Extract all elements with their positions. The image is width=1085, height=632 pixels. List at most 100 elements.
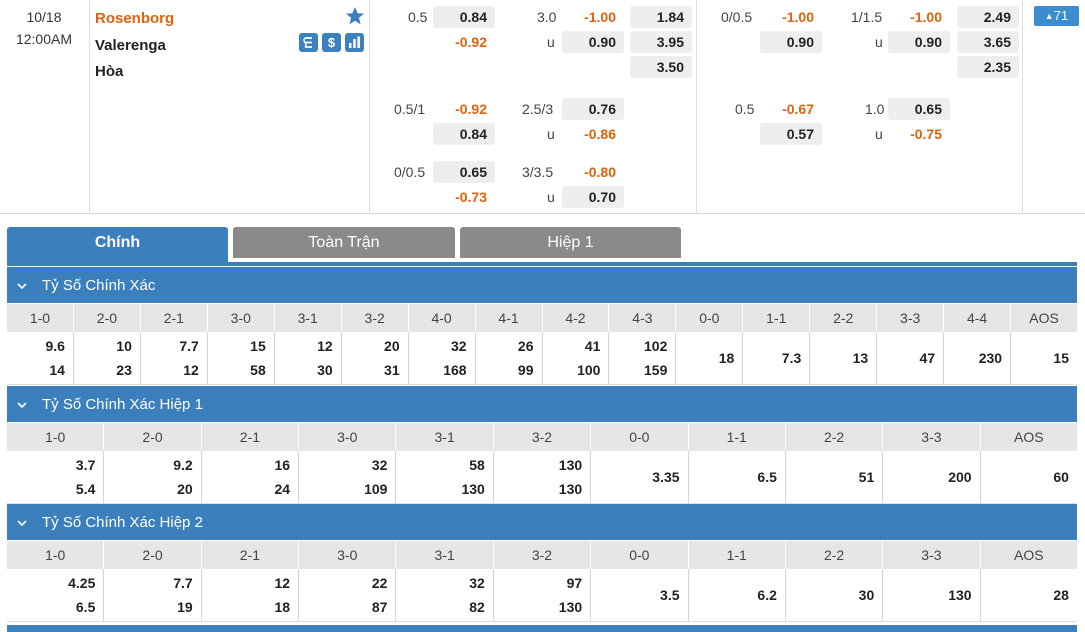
h1-draw-odd[interactable]: 2.35 bbox=[957, 56, 1019, 78]
away-score-odd[interactable]: 20 bbox=[177, 481, 193, 497]
ou-over-odd[interactable]: -0.80 bbox=[584, 164, 616, 180]
draw-score-odd[interactable]: 6.2 bbox=[757, 587, 777, 603]
ah-home-odd[interactable]: -0.92 bbox=[455, 101, 487, 117]
score-odds-cell[interactable]: 9.2 20 bbox=[104, 451, 202, 503]
home-win-odd[interactable]: 1.84 bbox=[630, 6, 692, 28]
ou-over-odd[interactable]: 0.76 bbox=[562, 98, 624, 120]
score-odds-cell[interactable]: 10 23 bbox=[74, 332, 141, 384]
score-odds-cell[interactable]: 26 99 bbox=[476, 332, 543, 384]
away-score-odd[interactable]: 6.5 bbox=[75, 599, 96, 615]
home-score-odd[interactable]: 9.2 bbox=[173, 457, 193, 473]
score-odds-cell[interactable]: 130 130 bbox=[494, 451, 592, 503]
chevron-down-icon[interactable] bbox=[16, 399, 28, 411]
score-odds-cell[interactable]: 15 bbox=[1011, 332, 1077, 384]
away-score-odd[interactable]: 18 bbox=[274, 599, 291, 615]
h1-ah-home-odd[interactable]: -1.00 bbox=[782, 9, 814, 25]
score-odds-cell[interactable]: 102 159 bbox=[609, 332, 677, 384]
away-score-odd[interactable]: 130 bbox=[558, 599, 583, 615]
home-score-odd[interactable]: 41 bbox=[584, 338, 601, 354]
ou-under-odd[interactable]: 0.70 bbox=[562, 186, 624, 208]
score-odds-cell[interactable]: 47 bbox=[877, 332, 945, 384]
draw-score-odd[interactable]: 3.35 bbox=[652, 469, 680, 485]
score-odds-cell[interactable]: 7.7 12 bbox=[141, 332, 208, 384]
home-score-odd[interactable]: 12 bbox=[317, 338, 333, 354]
away-score-odd[interactable]: 12 bbox=[183, 362, 199, 378]
score-odds-cell[interactable]: 3.35 bbox=[591, 451, 689, 503]
score-odds-cell[interactable]: 200 bbox=[883, 451, 981, 503]
score-odds-cell[interactable]: 32 109 bbox=[299, 451, 397, 503]
score-odds-cell[interactable]: 28 bbox=[981, 569, 1077, 621]
score-odds-cell[interactable]: 16 24 bbox=[202, 451, 300, 503]
h1-ah-away-odd[interactable]: 0.57 bbox=[760, 123, 822, 145]
score-odds-cell[interactable]: 32 168 bbox=[409, 332, 476, 384]
home-score-odd[interactable]: 7.7 bbox=[179, 338, 199, 354]
home-score-odd[interactable]: 32 bbox=[469, 575, 485, 591]
home-score-odd[interactable]: 32 bbox=[450, 338, 467, 354]
away-score-odd[interactable]: 23 bbox=[116, 362, 132, 378]
score-odds-cell[interactable]: 12 18 bbox=[202, 569, 300, 621]
score-odds-cell[interactable]: 12 30 bbox=[275, 332, 342, 384]
draw-score-odd[interactable]: 230 bbox=[978, 350, 1003, 366]
away-score-odd[interactable]: 87 bbox=[371, 599, 388, 615]
ah-away-odd[interactable]: 0.84 bbox=[433, 123, 495, 145]
draw-score-odd[interactable]: 28 bbox=[1053, 587, 1069, 603]
home-score-odd[interactable]: 58 bbox=[469, 457, 485, 473]
home-score-odd[interactable]: 10 bbox=[116, 338, 132, 354]
ah-home-odd[interactable]: 0.84 bbox=[433, 6, 495, 28]
score-odds-cell[interactable]: 41 100 bbox=[543, 332, 610, 384]
away-score-odd[interactable]: 24 bbox=[274, 481, 291, 497]
draw-score-odd[interactable]: 7.3 bbox=[781, 350, 802, 366]
h1-ou-over-odd[interactable]: -1.00 bbox=[910, 9, 942, 25]
ah-away-odd[interactable]: -0.73 bbox=[455, 189, 487, 205]
away-score-odd[interactable]: 30 bbox=[317, 362, 333, 378]
score-odds-cell[interactable]: 130 bbox=[883, 569, 981, 621]
draw-score-odd[interactable]: 47 bbox=[919, 350, 936, 366]
section-header[interactable]: Tỷ Số Chính Xác bbox=[7, 267, 1077, 304]
home-score-odd[interactable]: 26 bbox=[517, 338, 534, 354]
chevron-down-icon[interactable] bbox=[16, 280, 28, 292]
away-score-odd[interactable]: 130 bbox=[558, 481, 583, 497]
score-odds-cell[interactable]: 20 31 bbox=[342, 332, 409, 384]
away-team[interactable]: Valerenga bbox=[95, 37, 166, 54]
tab-main[interactable]: Chính bbox=[7, 227, 228, 264]
away-score-odd[interactable]: 99 bbox=[517, 362, 534, 378]
draw-score-odd[interactable]: 130 bbox=[948, 587, 972, 603]
next-section-header[interactable] bbox=[7, 625, 1077, 632]
score-odds-cell[interactable]: 22 87 bbox=[299, 569, 397, 621]
home-score-odd[interactable]: 102 bbox=[644, 338, 668, 354]
score-odds-cell[interactable]: 9.6 14 bbox=[7, 332, 74, 384]
ou-under-odd[interactable]: -0.86 bbox=[584, 126, 616, 142]
draw-score-odd[interactable]: 30 bbox=[858, 587, 875, 603]
draw-score-odd[interactable]: 13 bbox=[852, 350, 869, 366]
draw-score-odd[interactable]: 18 bbox=[718, 350, 735, 366]
score-odds-cell[interactable]: 18 bbox=[676, 332, 744, 384]
home-score-odd[interactable]: 12 bbox=[274, 575, 291, 591]
chevron-down-icon[interactable] bbox=[16, 517, 28, 529]
draw-score-odd[interactable]: 51 bbox=[858, 469, 875, 485]
score-odds-cell[interactable]: 30 bbox=[786, 569, 884, 621]
score-odds-cell[interactable]: 6.2 bbox=[689, 569, 786, 621]
home-score-odd[interactable]: 4.25 bbox=[68, 575, 96, 591]
score-odds-cell[interactable]: 3.5 bbox=[591, 569, 689, 621]
section-header[interactable]: Tỷ Số Chính Xác Hiệp 2 bbox=[7, 504, 1077, 541]
tab-first-half[interactable]: Hiệp 1 bbox=[460, 227, 681, 258]
home-score-odd[interactable]: 32 bbox=[371, 457, 388, 473]
away-score-odd[interactable]: 168 bbox=[443, 362, 467, 378]
away-score-odd[interactable]: 82 bbox=[469, 599, 485, 615]
score-odds-cell[interactable]: 15 58 bbox=[208, 332, 275, 384]
more-markets-button[interactable]: ▲71 bbox=[1034, 6, 1079, 26]
away-score-odd[interactable]: 100 bbox=[577, 362, 601, 378]
home-score-odd[interactable]: 16 bbox=[274, 457, 291, 473]
ou-under-odd[interactable]: 0.90 bbox=[562, 31, 624, 53]
away-score-odd[interactable]: 31 bbox=[384, 362, 400, 378]
h1-away-win-odd[interactable]: 3.65 bbox=[957, 31, 1019, 53]
home-score-odd[interactable]: 15 bbox=[250, 338, 266, 354]
draw-score-odd[interactable]: 60 bbox=[1053, 469, 1069, 485]
section-header[interactable]: Tỷ Số Chính Xác Hiệp 1 bbox=[7, 386, 1077, 423]
h1-ah-home-odd[interactable]: -0.67 bbox=[782, 101, 814, 117]
draw-score-odd[interactable]: 200 bbox=[948, 469, 972, 485]
home-score-odd[interactable]: 7.7 bbox=[173, 575, 193, 591]
ah-home-odd[interactable]: 0.65 bbox=[433, 161, 495, 183]
home-score-odd[interactable]: 3.7 bbox=[75, 457, 96, 473]
draw-odd[interactable]: 3.50 bbox=[630, 56, 692, 78]
